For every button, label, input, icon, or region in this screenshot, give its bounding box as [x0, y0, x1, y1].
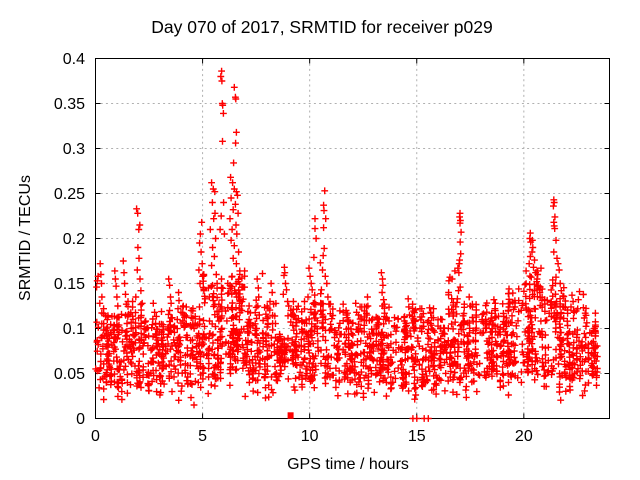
y-tick-label: 0 [76, 411, 85, 428]
tick-marks [95, 58, 610, 419]
y-tick-label: 0.05 [54, 366, 85, 383]
data-layer [92, 67, 601, 422]
y-tick-label: 0.25 [54, 186, 85, 203]
y-tick-label: 0.35 [54, 96, 85, 113]
y-tick-label: 0.15 [54, 276, 85, 293]
y-tick-label: 0.1 [63, 321, 85, 338]
chart-title: Day 070 of 2017, SRMTID for receiver p02… [151, 17, 492, 37]
x-axis-label: GPS time / hours [287, 456, 409, 473]
y-axis-label: SRMTID / TECUs [17, 175, 34, 301]
x-tick-label: 0 [91, 428, 100, 445]
zero-cluster-square [287, 412, 294, 419]
y-tick-label: 0.3 [63, 141, 85, 158]
data-points-path [92, 67, 601, 422]
x-tick-label: 15 [408, 428, 426, 445]
x-tick-label: 10 [301, 428, 319, 445]
x-tick-label: 5 [198, 428, 207, 445]
y-tick-label: 0.4 [63, 51, 85, 68]
y-tick-label: 0.2 [63, 231, 85, 248]
x-tick-label: 20 [515, 428, 533, 445]
tick-labels: 0 5 10 15 20 0 0.05 0.1 0.15 0.2 0.25 0.3 0.35 0.4 [54, 51, 533, 445]
